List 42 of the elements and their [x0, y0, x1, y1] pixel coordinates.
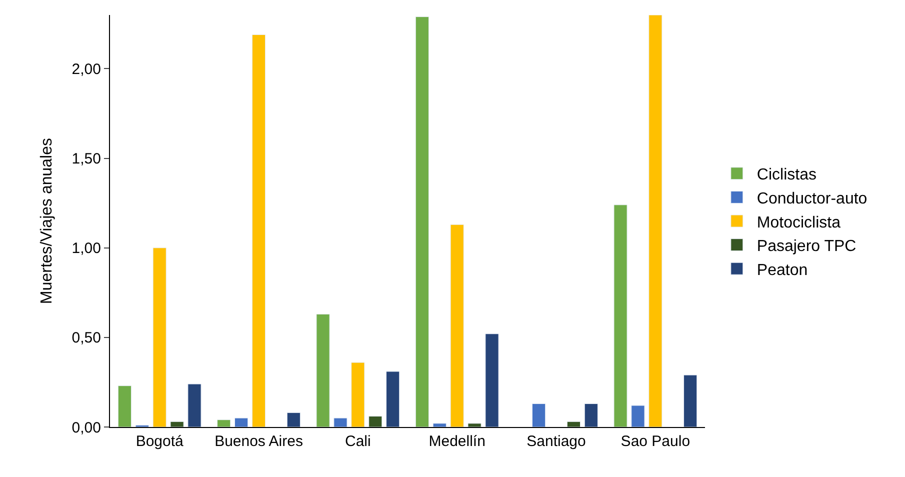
- legend-label: Conductor-auto: [756, 190, 868, 208]
- bar: [170, 421, 184, 427]
- legend-label: Ciclistas: [756, 166, 816, 184]
- legend-label: Motociclista: [756, 214, 841, 232]
- bar: [252, 34, 266, 427]
- bar: [415, 16, 429, 427]
- y-tick-label: 1,00: [72, 240, 101, 258]
- y-tick-label: 0,00: [72, 419, 101, 436]
- bar: [684, 374, 698, 427]
- legend-label: Peaton: [756, 262, 808, 279]
- x-tick-label: Sao Paulo: [620, 433, 690, 450]
- bar: [351, 362, 365, 427]
- bar: [217, 420, 231, 427]
- bar: [468, 423, 482, 427]
- bar: [234, 418, 248, 427]
- x-tick-label: Cali: [345, 433, 371, 450]
- x-tick-label: Bogotá: [136, 433, 184, 450]
- y-tick-label: 2,00: [72, 60, 101, 78]
- bar: [566, 421, 580, 427]
- bar: [532, 403, 546, 427]
- bar: [631, 405, 645, 427]
- bar: [450, 224, 464, 427]
- x-tick-label: Medellín: [428, 433, 486, 450]
- bar: [614, 204, 628, 427]
- bar: [118, 386, 132, 427]
- legend-label: Pasajero TPC: [756, 238, 856, 256]
- bar: [286, 412, 300, 427]
- bar: [386, 371, 400, 427]
- bar: [368, 416, 382, 427]
- y-tick-label: 0,50: [72, 330, 101, 347]
- bar: [432, 423, 446, 427]
- bar: [316, 314, 330, 427]
- y-axis-title: Muertes/Viajes anuales: [38, 138, 56, 304]
- bar: [584, 403, 598, 427]
- bar: [485, 334, 499, 427]
- y-tick-label: 1,50: [72, 150, 101, 168]
- bar: [334, 418, 348, 427]
- x-tick-label: Buenos Aires: [214, 433, 303, 450]
- bar: [152, 248, 166, 427]
- x-tick-label: Santiago: [526, 433, 586, 450]
- bar: [648, 15, 662, 427]
- bar: [188, 384, 202, 427]
